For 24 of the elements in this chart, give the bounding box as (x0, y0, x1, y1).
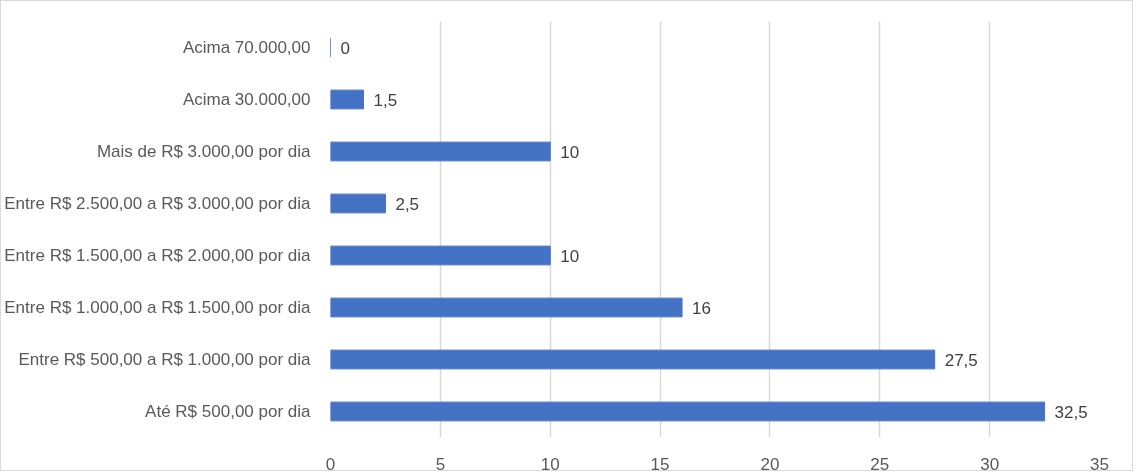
x-tick-label: 25 (870, 454, 890, 474)
x-tick-label: 35 (1090, 454, 1109, 474)
y-tick-label: Entre R$ 2.500,00 a R$ 3.000,00 por dia (4, 194, 312, 213)
data-label: 10 (560, 142, 580, 162)
y-tick-label: Até R$ 500,00 por dia (145, 402, 312, 421)
x-tick-label: 10 (540, 454, 560, 474)
data-label: 10 (560, 246, 580, 266)
x-tick-label: 0 (325, 454, 336, 474)
data-label: 2,5 (395, 194, 420, 214)
y-tick-label: Entre R$ 500,00 a R$ 1.000,00 por dia (18, 350, 312, 369)
x-tick-label: 20 (760, 454, 780, 474)
data-label: 0 (340, 38, 350, 58)
y-tick-label: Mais de R$ 3.000,00 por dia (96, 142, 312, 161)
x-tick-label: 15 (650, 454, 670, 474)
data-label: 32,5 (1054, 402, 1088, 422)
data-label: 1,5 (373, 90, 398, 110)
y-tick-label: Acima 70.000,00 (182, 38, 311, 57)
y-tick-label: Entre R$ 1.500,00 a R$ 2.000,00 por dia (4, 246, 312, 265)
data-label: 16 (692, 298, 711, 318)
data-label: 27,5 (944, 350, 978, 370)
x-tick-label: 30 (980, 454, 1000, 474)
x-tick-label: 5 (435, 454, 446, 474)
y-tick-label: Acima 30.000,00 (182, 90, 311, 109)
y-tick-label: Entre R$ 1.000,00 a R$ 1.500,00 por dia (4, 298, 312, 317)
